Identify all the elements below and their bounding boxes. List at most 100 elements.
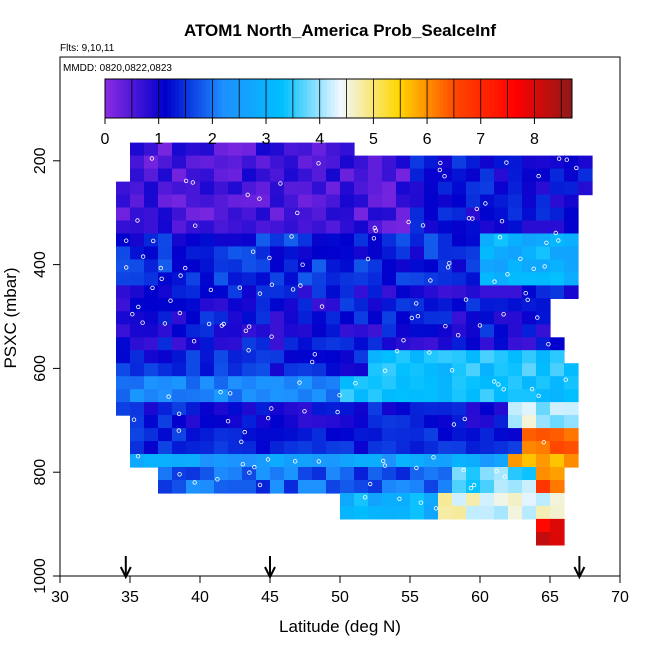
heatmap-cell (494, 272, 509, 286)
heatmap-cell (214, 389, 229, 403)
heatmap-cell (382, 505, 397, 520)
heatmap-cell (326, 311, 341, 325)
heatmap-cell (382, 415, 397, 429)
heatmap-cell (494, 363, 509, 377)
colorbar-slice (303, 79, 308, 118)
heatmap-cell (438, 259, 453, 273)
heatmap-cell (354, 428, 369, 442)
heatmap-cell (396, 324, 411, 338)
latitude-arrows (119, 556, 586, 580)
heatmap-cell (494, 480, 509, 494)
heatmap-cell (256, 454, 271, 468)
colorbar-slice (105, 79, 110, 118)
heatmap-cell (424, 505, 439, 520)
heatmap-cell (200, 376, 215, 390)
heatmap-cell (564, 415, 579, 429)
heatmap-cell (312, 311, 327, 325)
heatmap-cell (228, 467, 243, 481)
heatmap-cell (172, 298, 187, 312)
heatmap-cell (452, 363, 467, 377)
heatmap-cell (158, 415, 173, 429)
heatmap-cell (368, 337, 383, 351)
colorbar-slice (116, 79, 122, 118)
heatmap-cell (396, 350, 411, 364)
heatmap-cell (522, 454, 537, 468)
heatmap-cell (270, 350, 285, 364)
heatmap-cell (494, 324, 509, 338)
heatmap-cell (508, 441, 523, 455)
heatmap-cell (508, 363, 523, 377)
sample-marker (176, 428, 181, 433)
latitude-arrow-head (573, 566, 586, 580)
heatmap-cell (172, 233, 187, 248)
heatmap-cell (354, 415, 369, 429)
heatmap-cell (256, 428, 271, 442)
heatmap-cell (186, 454, 201, 468)
heatmap-cell (438, 168, 453, 183)
sample-marker (302, 409, 307, 414)
heatmap-cell (144, 324, 159, 338)
heatmap-cell (480, 207, 495, 222)
colorbar-slice (155, 79, 160, 118)
heatmap-cell (396, 272, 411, 286)
sample-marker (563, 377, 568, 382)
heatmap-cell (522, 168, 537, 183)
heatmap-cell (144, 350, 159, 364)
heatmap-cell (270, 155, 285, 170)
heatmap-cell (130, 402, 145, 416)
colorbar-slice (194, 79, 199, 118)
heatmap-cell (130, 168, 145, 183)
heatmap-cell (368, 415, 383, 429)
heatmap-cell (424, 415, 439, 429)
heatmap-cell (298, 285, 313, 299)
heatmap-cell (242, 142, 257, 157)
heatmap-cell (466, 363, 481, 377)
sample-marker (461, 467, 466, 473)
heatmap-cell (550, 259, 565, 273)
colorbar-slice (381, 79, 386, 118)
heatmap-cell (130, 376, 145, 390)
heatmap-cell (550, 194, 565, 209)
sample-marker (546, 342, 551, 347)
heatmap-cell (130, 233, 145, 248)
colorbar-slice (424, 79, 429, 118)
heatmap-cell (256, 337, 271, 351)
sample-marker (239, 439, 244, 444)
heatmap-cell (578, 168, 593, 183)
heatmap-cell (368, 363, 383, 377)
heatmap-cell (158, 207, 173, 222)
heatmap-cell (438, 363, 453, 377)
heatmap-cell (200, 311, 215, 325)
heatmap-cell (368, 298, 383, 312)
sample-marker (149, 156, 155, 161)
heatmap-cell (522, 505, 537, 520)
latitude-arrow-head (119, 566, 132, 580)
heatmap-cell (256, 389, 271, 403)
heatmap-cell (242, 324, 257, 338)
heatmap-cell (578, 155, 593, 170)
sample-marker (394, 348, 400, 354)
sample-marker (278, 181, 283, 186)
heatmap-cell (508, 402, 523, 416)
heatmap-cell (228, 376, 243, 390)
colorbar-slice (346, 79, 351, 118)
heatmap-cell (508, 207, 523, 222)
heatmap-cell (144, 285, 159, 299)
sample-marker (541, 440, 546, 445)
heatmap-cell (242, 402, 257, 416)
heatmap-cell (326, 480, 341, 494)
heatmap-cell (368, 311, 383, 325)
sample-marker (335, 409, 340, 415)
sample-marker (218, 389, 223, 395)
heatmap-cell (200, 233, 215, 248)
sample-marker (250, 249, 256, 254)
heatmap-cell (494, 181, 509, 196)
heatmap-cell (522, 272, 537, 286)
colorbar-slice (124, 79, 129, 118)
heatmap-cell (340, 168, 355, 183)
heatmap-cell (116, 233, 131, 248)
sample-marker (477, 323, 483, 328)
heatmap-cell (480, 324, 495, 338)
heatmap-cell (242, 233, 257, 248)
sample-marker (192, 480, 197, 485)
